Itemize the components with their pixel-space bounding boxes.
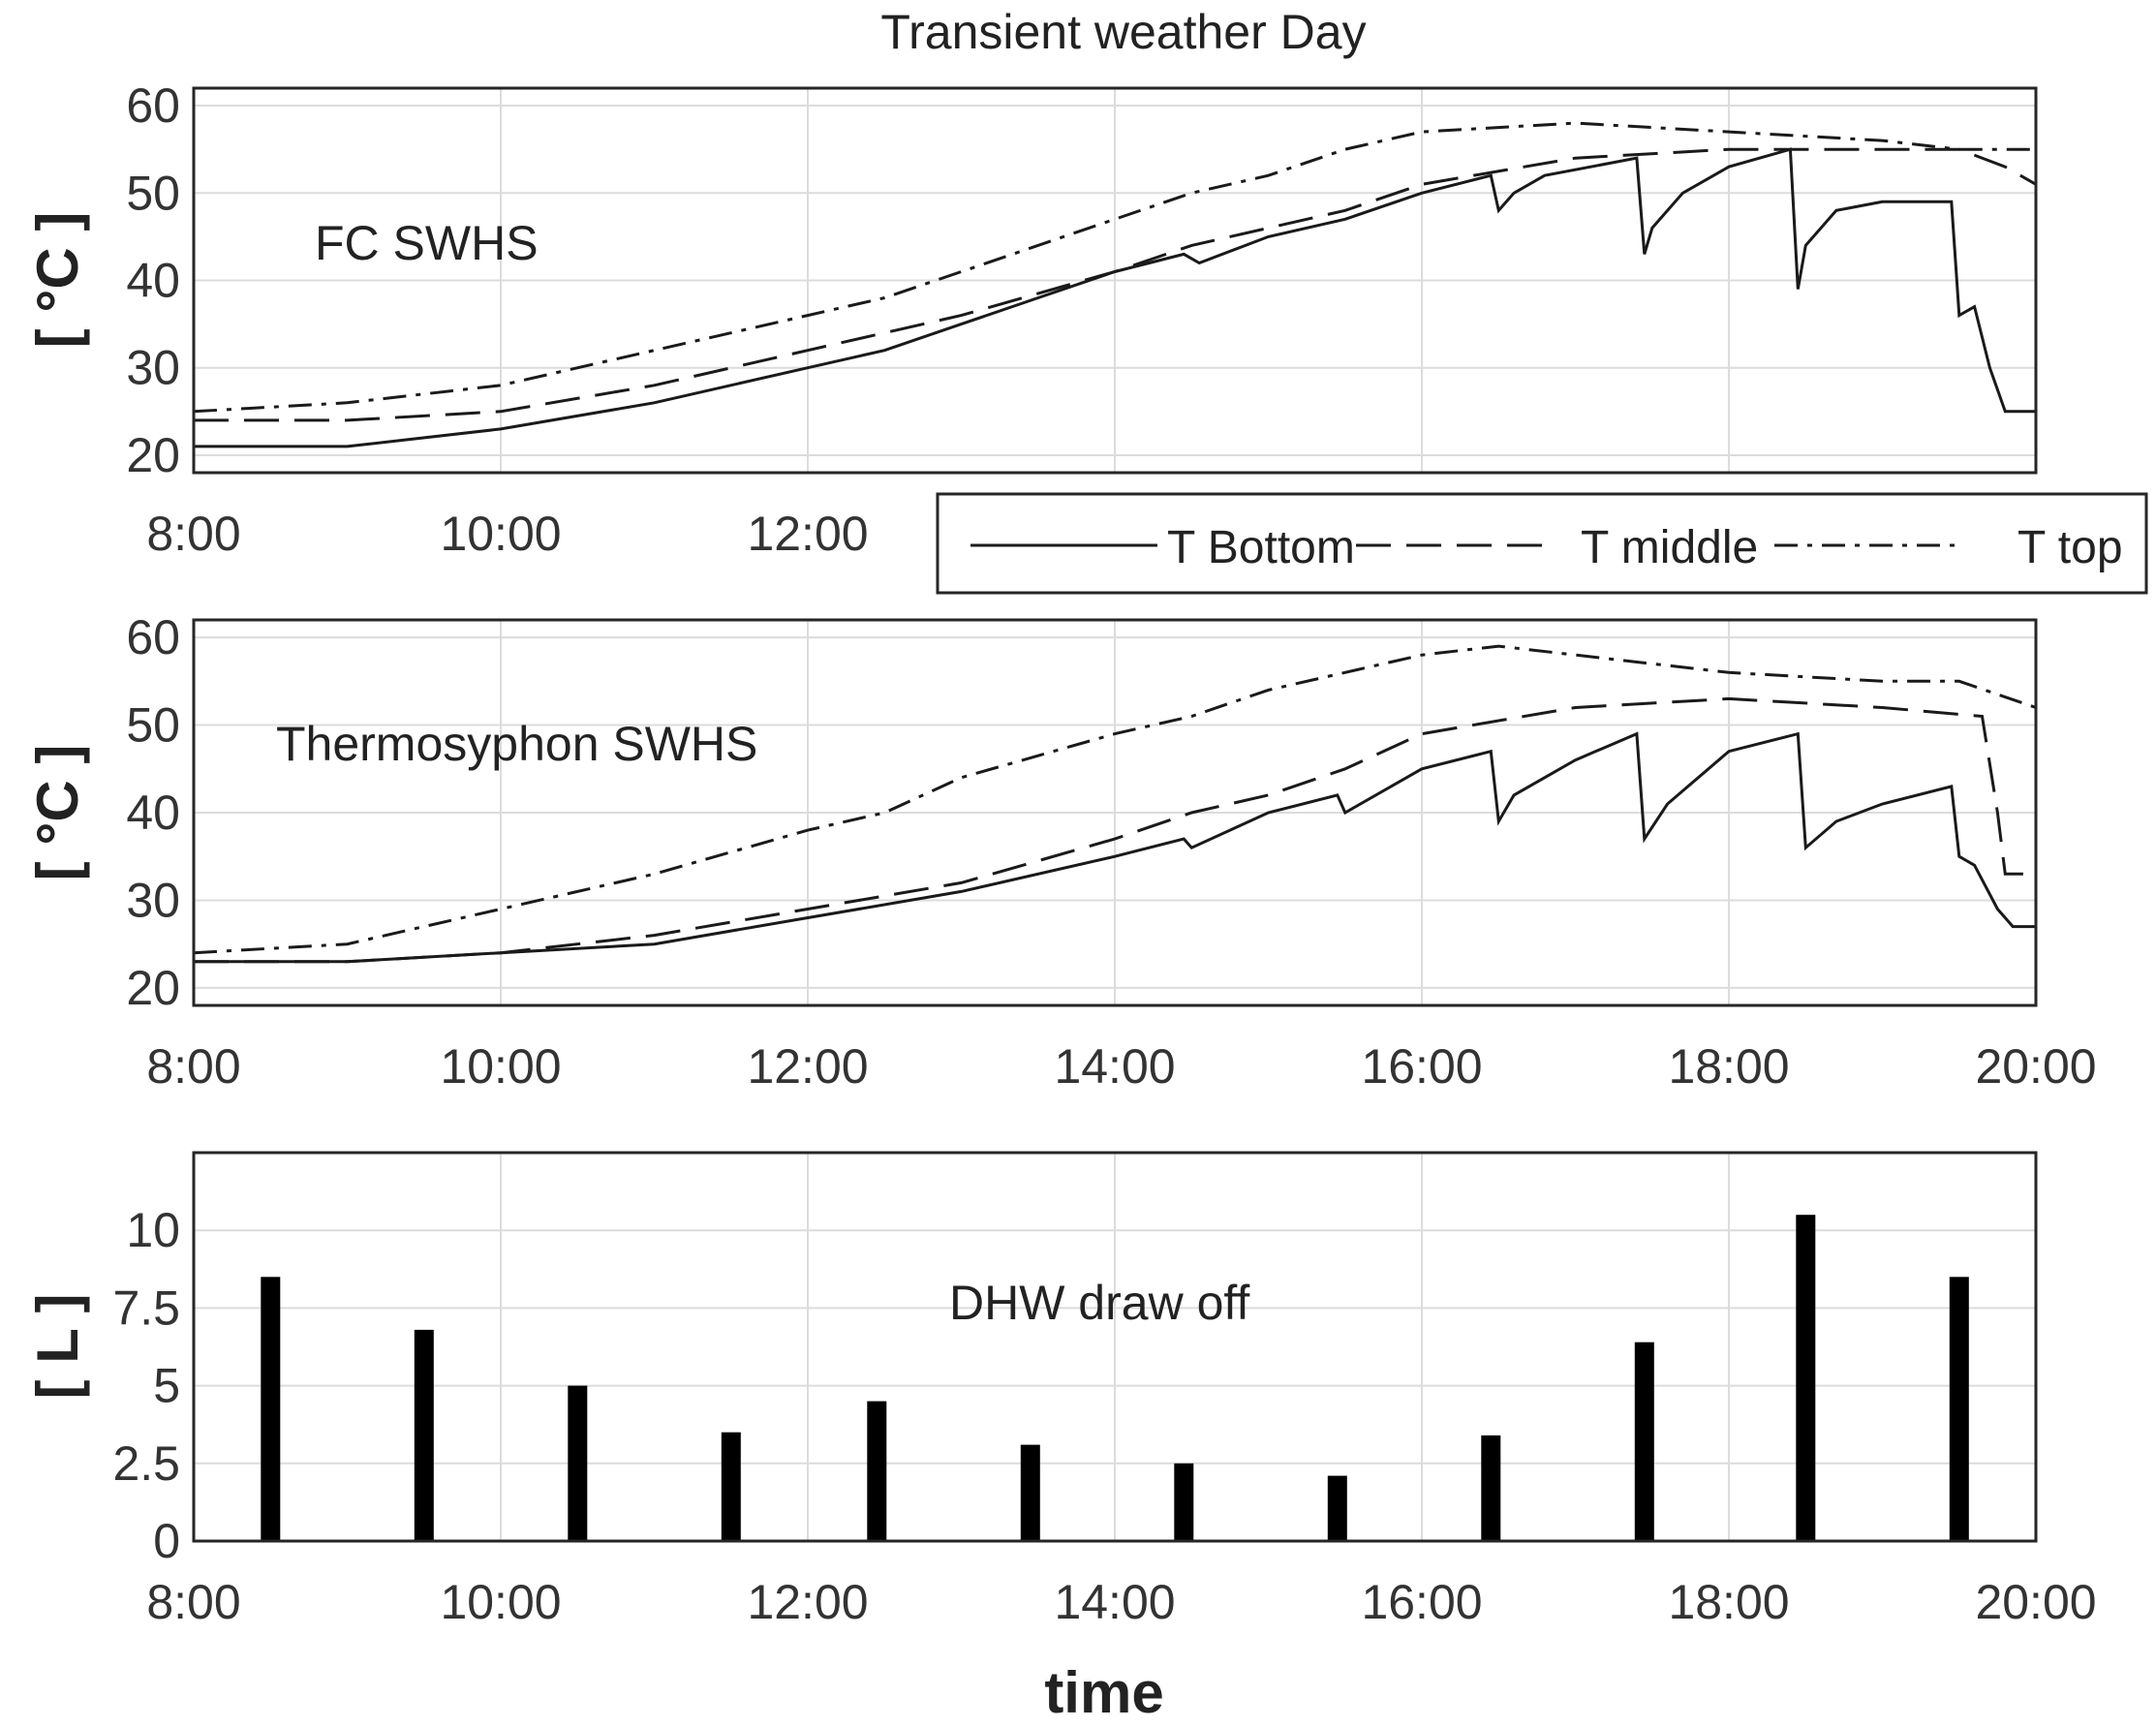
bar [1174, 1463, 1194, 1541]
y-tick-label: 30 [126, 873, 180, 927]
bar [1327, 1475, 1347, 1541]
y-ticks: 0 2.5 5 7.5 10 [112, 1203, 180, 1568]
axes-frame [192, 1151, 2038, 1543]
y-tick-label: 50 [126, 166, 180, 220]
grid [194, 1153, 2036, 1541]
y-tick-label: 0 [153, 1514, 180, 1568]
y-axis-label: [ °C ] [25, 212, 90, 349]
x-tick-label: 14:00 [1054, 1039, 1175, 1094]
x-ticks: 8:00 10:00 12:00 14:00 16:00 18:00 20:00 [146, 1575, 2096, 1629]
series-line-t-middle [194, 147, 2037, 422]
legend-label-t-bottom: T Bottom [1167, 522, 1355, 573]
x-tick-label: 10:00 [440, 507, 561, 561]
x-tick-label: 18:00 [1668, 1575, 1789, 1629]
series-line-t-top [193, 644, 2037, 955]
y-ticks: 20 30 40 50 60 [126, 610, 180, 1015]
y-tick-label: 10 [126, 1203, 180, 1257]
x-tick-label: 8:00 [146, 507, 240, 561]
bar [1796, 1215, 1816, 1541]
series-layer [193, 644, 2037, 964]
y-ticks: 20 30 40 50 60 [126, 78, 180, 482]
x-tick-label: 16:00 [1361, 1575, 1482, 1629]
bar [568, 1385, 588, 1541]
panel-dhw-draw-off: 0 2.5 5 7.5 10 8:00 10:00 12:00 14:00 16:00 18:00… [25, 1151, 2097, 1725]
bar [1481, 1435, 1501, 1541]
series-line-t-top [193, 121, 2036, 414]
panel-annotation: FC SWHS [315, 216, 539, 270]
x-tick-label: 16:00 [1361, 1039, 1482, 1094]
grid [194, 88, 2036, 473]
bar [414, 1329, 434, 1541]
bar [1634, 1342, 1654, 1541]
y-tick-label: 5 [153, 1359, 180, 1413]
series-line-t-bottom [194, 731, 2036, 964]
y-tick-label: 20 [126, 961, 180, 1015]
y-axis-label: [ °C ] [25, 745, 90, 881]
x-ticks: 8:00 10:00 12:00 [146, 507, 868, 561]
x-tick-label: 20:00 [1975, 1575, 2096, 1629]
x-tick-label: 20:00 [1975, 1039, 2096, 1094]
y-tick-label: 50 [126, 698, 180, 753]
panel-thermosyphon-swhs: 20 30 40 50 60 8:00 10:00 12:00 14:00 16:00 18:00… [25, 610, 2097, 1094]
x-tick-label: 12:00 [747, 1039, 868, 1094]
panel-annotation: Thermosyphon SWHS [276, 717, 757, 771]
series-layer [193, 121, 2037, 448]
legend-box [936, 492, 2148, 595]
x-tick-label: 14:00 [1054, 1575, 1175, 1629]
y-tick-label: 30 [126, 341, 180, 395]
y-tick-label: 7.5 [112, 1281, 180, 1335]
legend-label-t-top: T top [2017, 522, 2123, 573]
y-tick-label: 40 [126, 254, 180, 308]
bar [261, 1277, 281, 1541]
bar [721, 1432, 741, 1541]
legend: T Bottom T middle T top [936, 492, 2148, 595]
y-tick-label: 60 [126, 78, 180, 133]
x-tick-label: 12:00 [747, 1575, 868, 1629]
panel-annotation: DHW draw off [949, 1276, 1249, 1330]
series-line-t-bottom [194, 147, 2036, 448]
axes-frame [192, 86, 2038, 475]
bar-layer [261, 1215, 1969, 1541]
x-ticks: 8:00 10:00 12:00 14:00 16:00 18:00 20:00 [146, 1039, 2096, 1094]
y-tick-label: 40 [126, 786, 180, 840]
x-tick-label: 18:00 [1668, 1039, 1789, 1094]
x-tick-label: 8:00 [146, 1039, 240, 1094]
bar [1949, 1277, 1969, 1541]
x-tick-label: 10:00 [440, 1575, 561, 1629]
bar [1020, 1444, 1040, 1541]
y-tick-label: 2.5 [112, 1436, 180, 1491]
series-line-t-middle [194, 696, 2036, 964]
panel-fc-swhs: 20 30 40 50 60 8:00 10:00 12:00 FC SWHS [ °C ] [25, 78, 2038, 561]
y-tick-label: 20 [126, 428, 180, 482]
figure-title: Transient weather Day [880, 5, 1366, 59]
y-axis-label: [ L ] [25, 1294, 90, 1400]
x-tick-label: 8:00 [146, 1575, 240, 1629]
grid [194, 620, 2036, 1005]
axes-frame [192, 618, 2038, 1007]
x-axis-label: time [1044, 1660, 1163, 1725]
y-tick-label: 60 [126, 610, 180, 664]
x-tick-label: 12:00 [747, 507, 868, 561]
legend-label-t-middle: T middle [1581, 522, 1758, 573]
x-tick-label: 10:00 [440, 1039, 561, 1094]
bar [867, 1401, 887, 1541]
